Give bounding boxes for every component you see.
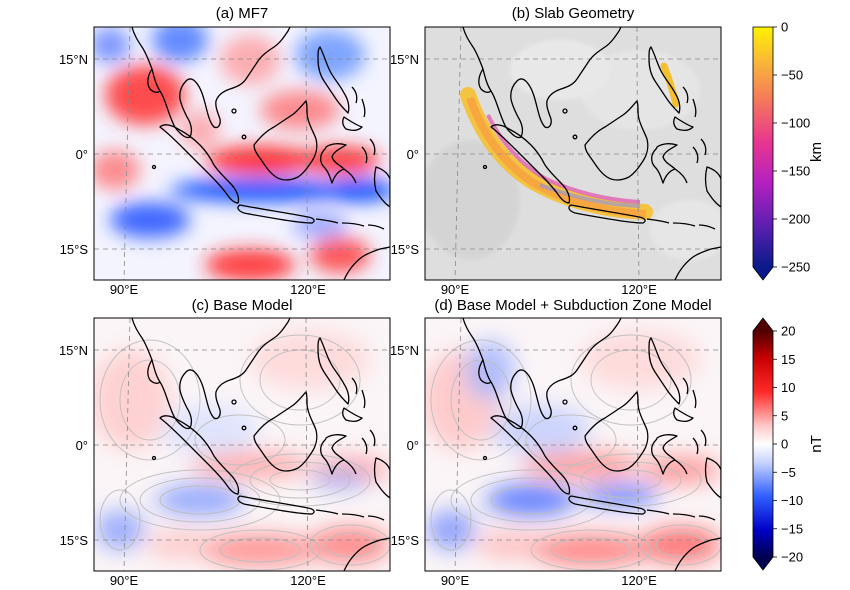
colorbar-depth-extend-arrow xyxy=(753,267,773,280)
colorbar-depth-tick-label-0: 0 xyxy=(781,20,788,35)
panel-a-lon-tick-0: 90°E xyxy=(110,282,139,297)
panel-b-lat-tick-0: 15°N xyxy=(390,52,419,67)
colorbar-depth-tick-label-4: −200 xyxy=(781,212,810,227)
panel-b-title: (b) Slab Geometry xyxy=(512,5,635,22)
colorbar-field-tick-label-8: −20 xyxy=(781,550,803,565)
panel-b-lon-tick-0: 90°E xyxy=(441,282,470,297)
panel-a-lat-tick-0: 15°N xyxy=(59,52,88,67)
panel-a-lat-tick-2: 15°S xyxy=(60,242,89,257)
colorbar-field-tick-label-2: 10 xyxy=(781,380,795,395)
colorbar-depth-label: km xyxy=(808,142,825,162)
colorbar-field-gradient xyxy=(753,331,773,557)
panel-c-lat-tick-0: 15°N xyxy=(59,343,88,358)
panel-d-lon-tick-1: 120°E xyxy=(621,573,657,588)
colorbar-field: 20 15 10 5 0 −5 −10 −15 −20 nT xyxy=(752,317,825,571)
colorbar-field-tick-label-3: 5 xyxy=(781,408,788,423)
panel-a-anomalies xyxy=(94,27,390,280)
colorbar-field-label: nT xyxy=(808,435,825,453)
colorbar-depth-tick-label-5: −250 xyxy=(781,260,810,275)
panel-a-lat-tick-1: 0° xyxy=(76,147,88,162)
panel-c: (c) Base Model xyxy=(59,297,391,588)
colorbar-field-tick-label-1: 15 xyxy=(781,352,795,367)
panel-a-lon-tick-1: 120°E xyxy=(290,282,326,297)
panel-d-lon-tick-0: 90°E xyxy=(441,573,470,588)
colorbar-field-tick-label-5: −5 xyxy=(781,465,796,480)
panel-d: (d) Base Model + Subduction Zone Model xyxy=(390,297,722,588)
panel-a-title: (a) MF7 xyxy=(216,5,269,22)
colorbar-field-tick-label-7: −15 xyxy=(781,521,803,536)
panel-c-lat-tick-1: 0° xyxy=(76,438,88,453)
panel-d-lat-tick-2: 15°S xyxy=(391,533,420,548)
panel-b-lon-tick-1: 120°E xyxy=(621,282,657,297)
panel-b-slab xyxy=(460,62,680,220)
panel-b-lat-tick-1: 0° xyxy=(407,147,419,162)
panel-c-title: (c) Base Model xyxy=(192,297,293,314)
colorbar-depth-tick-label-1: −50 xyxy=(781,68,803,83)
panel-a: (a) MF7 xyxy=(59,5,391,297)
colorbar-field-tick-label-0: 20 xyxy=(781,324,795,339)
panel-c-lat-tick-2: 15°S xyxy=(60,533,89,548)
colorbar-field-tick-label-4: 0 xyxy=(781,437,788,452)
panel-d-lat-tick-1: 0° xyxy=(407,438,419,453)
colorbar-depth-tick-label-2: −100 xyxy=(781,116,810,131)
colorbar-field-extend-arrow-bottom xyxy=(753,557,773,570)
colorbar-depth-tick-label-3: −150 xyxy=(781,164,810,179)
panel-d-title: (d) Base Model + Subduction Zone Model xyxy=(434,297,711,314)
panel-b-lat-tick-2: 15°S xyxy=(391,242,420,257)
panel-b: (b) Slab Geometry 15°N 0° 15°S 9 xyxy=(390,5,722,297)
panel-c-lon-tick-0: 90°E xyxy=(110,573,139,588)
colorbar-field-tick-label-6: −10 xyxy=(781,493,803,508)
panel-b-bathymetry xyxy=(425,40,721,260)
colorbar-depth: 0 −50 −100 −150 −200 −250 km xyxy=(752,20,825,281)
colorbar-depth-gradient xyxy=(753,27,773,267)
colorbar-field-extend-arrow-top xyxy=(753,318,773,331)
panel-c-lon-tick-1: 120°E xyxy=(290,573,326,588)
panel-d-lat-tick-0: 15°N xyxy=(390,343,419,358)
panel-d-contours xyxy=(430,334,721,571)
